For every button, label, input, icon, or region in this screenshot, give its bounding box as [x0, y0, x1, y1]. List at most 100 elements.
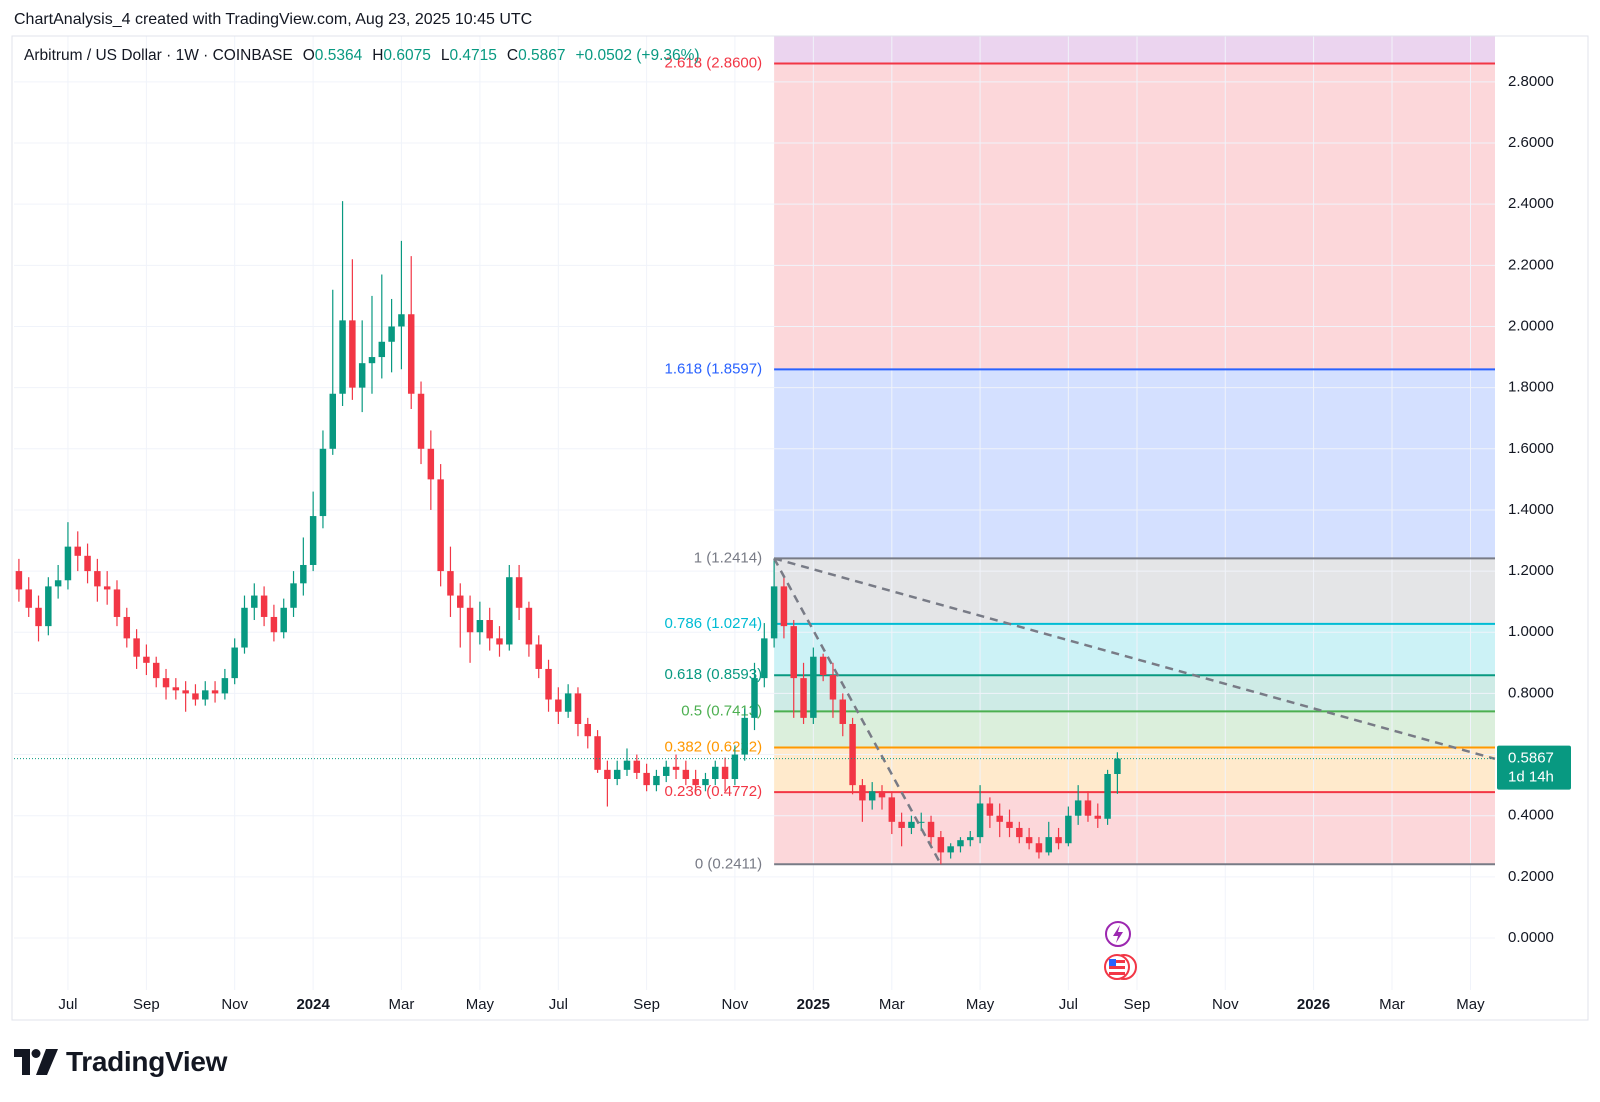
candle-body — [182, 690, 189, 694]
candle-body — [1084, 800, 1092, 816]
flag-stripe — [1109, 972, 1125, 975]
candle-body — [1104, 774, 1111, 819]
candle-body — [653, 775, 660, 786]
price-tag — [1497, 745, 1571, 790]
event-icon-bolt — [1113, 925, 1123, 943]
x-tick-label: Jul — [58, 996, 77, 1013]
fib-band — [774, 63, 1495, 370]
candle-body — [1006, 821, 1013, 828]
candle-body — [927, 821, 935, 838]
candle-body — [103, 586, 111, 590]
fib-bands — [774, 36, 1495, 865]
candle-body — [437, 479, 444, 572]
candle-body — [251, 595, 258, 608]
y-tick-label: 0.0000 — [1508, 929, 1554, 946]
candle-body — [564, 693, 572, 712]
candle-body — [917, 821, 925, 823]
x-tick-label: Sep — [1124, 996, 1151, 1013]
flag-canton — [1109, 959, 1116, 966]
legend-close: 0.5867 — [518, 47, 566, 64]
candle-body — [15, 571, 23, 590]
candle-body — [1065, 815, 1072, 844]
candle-body — [506, 577, 513, 645]
candles — [15, 201, 1121, 865]
y-tick-label: 2.6000 — [1508, 134, 1554, 151]
y-tick-label: 0.4000 — [1508, 807, 1554, 824]
logo: TradingView — [14, 1044, 227, 1080]
candle-body — [810, 656, 817, 718]
candle-body — [64, 546, 72, 581]
candle-body — [594, 736, 601, 770]
candle-body — [427, 448, 435, 480]
x-tick-label: 2025 — [797, 996, 830, 1013]
candle-body — [761, 638, 768, 679]
candle-body — [790, 626, 797, 679]
candle-body — [123, 616, 131, 639]
candle-body — [613, 769, 621, 780]
legend-letter: L — [440, 47, 450, 64]
fib-level-label: 0.236 (0.4772) — [665, 783, 763, 800]
fib-level-label: 1 (1.2414) — [694, 549, 762, 566]
chart-border — [11, 35, 1589, 1021]
candle-body — [878, 791, 886, 798]
x-tick-label: 2026 — [1297, 996, 1330, 1013]
y-tick-label: 2.2000 — [1508, 256, 1554, 273]
candle-body — [535, 644, 542, 669]
candle-body — [662, 766, 670, 776]
candle-body — [1055, 837, 1062, 844]
candle-body — [84, 555, 91, 572]
candle-body — [1094, 815, 1102, 819]
fib-level-label: 2.618 (2.8600) — [665, 54, 763, 71]
x-tick-label: Nov — [1212, 996, 1239, 1013]
candle-body — [172, 687, 180, 691]
fib-band — [774, 369, 1495, 559]
x-tick-label: Mar — [879, 996, 905, 1013]
candle-body — [368, 357, 376, 364]
candle-body — [967, 837, 974, 841]
y-tick-label: 1.6000 — [1508, 440, 1554, 457]
candle-body — [770, 586, 778, 639]
candle-body — [682, 769, 690, 780]
candle-body — [309, 516, 317, 565]
candle-body — [937, 837, 945, 853]
trendline — [773, 557, 1496, 761]
candle-body — [280, 607, 287, 633]
candle-body — [447, 571, 454, 596]
candle-body — [486, 620, 493, 639]
axes: 0.00000.20000.40000.60000.80001.00001.20… — [58, 73, 1571, 1013]
candle-body — [1025, 837, 1033, 844]
fib-level-label: 0.382 (0.6232) — [665, 738, 763, 755]
fib-level-label: 0 (0.2411) — [695, 855, 762, 872]
candle-body — [525, 607, 533, 645]
candle-body — [290, 583, 297, 608]
candle-body — [1035, 843, 1043, 853]
candle-body — [152, 662, 160, 679]
candle-body — [349, 320, 356, 388]
candle-body — [672, 766, 680, 770]
chart: 0 (0.2411) 0.236 (0.4772) 0.382 (0.6232) 0.… — [11, 35, 1589, 1021]
candle-body — [741, 717, 748, 755]
legend-title: Arbitrum / US Dollar · 1W · COINBASE — [24, 47, 293, 64]
x-tick-label: May — [466, 996, 495, 1013]
flag-stripe — [1109, 960, 1125, 963]
candle-body — [133, 638, 140, 657]
candle-body — [751, 678, 758, 718]
candle-body — [800, 678, 807, 718]
candle-body — [162, 678, 170, 688]
candle-body — [329, 393, 336, 449]
x-tick-label: Jul — [549, 996, 568, 1013]
candle-body — [702, 779, 709, 786]
x-tick-label: May — [1456, 996, 1485, 1013]
candle-body — [457, 595, 464, 608]
candle-body — [319, 448, 327, 517]
x-tick-label: Sep — [633, 996, 660, 1013]
candle-body — [1045, 837, 1052, 853]
candle-body — [398, 314, 405, 327]
legend-high: 0.6075 — [383, 47, 431, 64]
candle-body — [898, 821, 905, 828]
candle-body — [574, 693, 582, 724]
overlays — [14, 557, 1496, 865]
candle-body — [604, 769, 611, 780]
legend-letter: H — [372, 47, 384, 64]
candle-body — [888, 797, 896, 822]
